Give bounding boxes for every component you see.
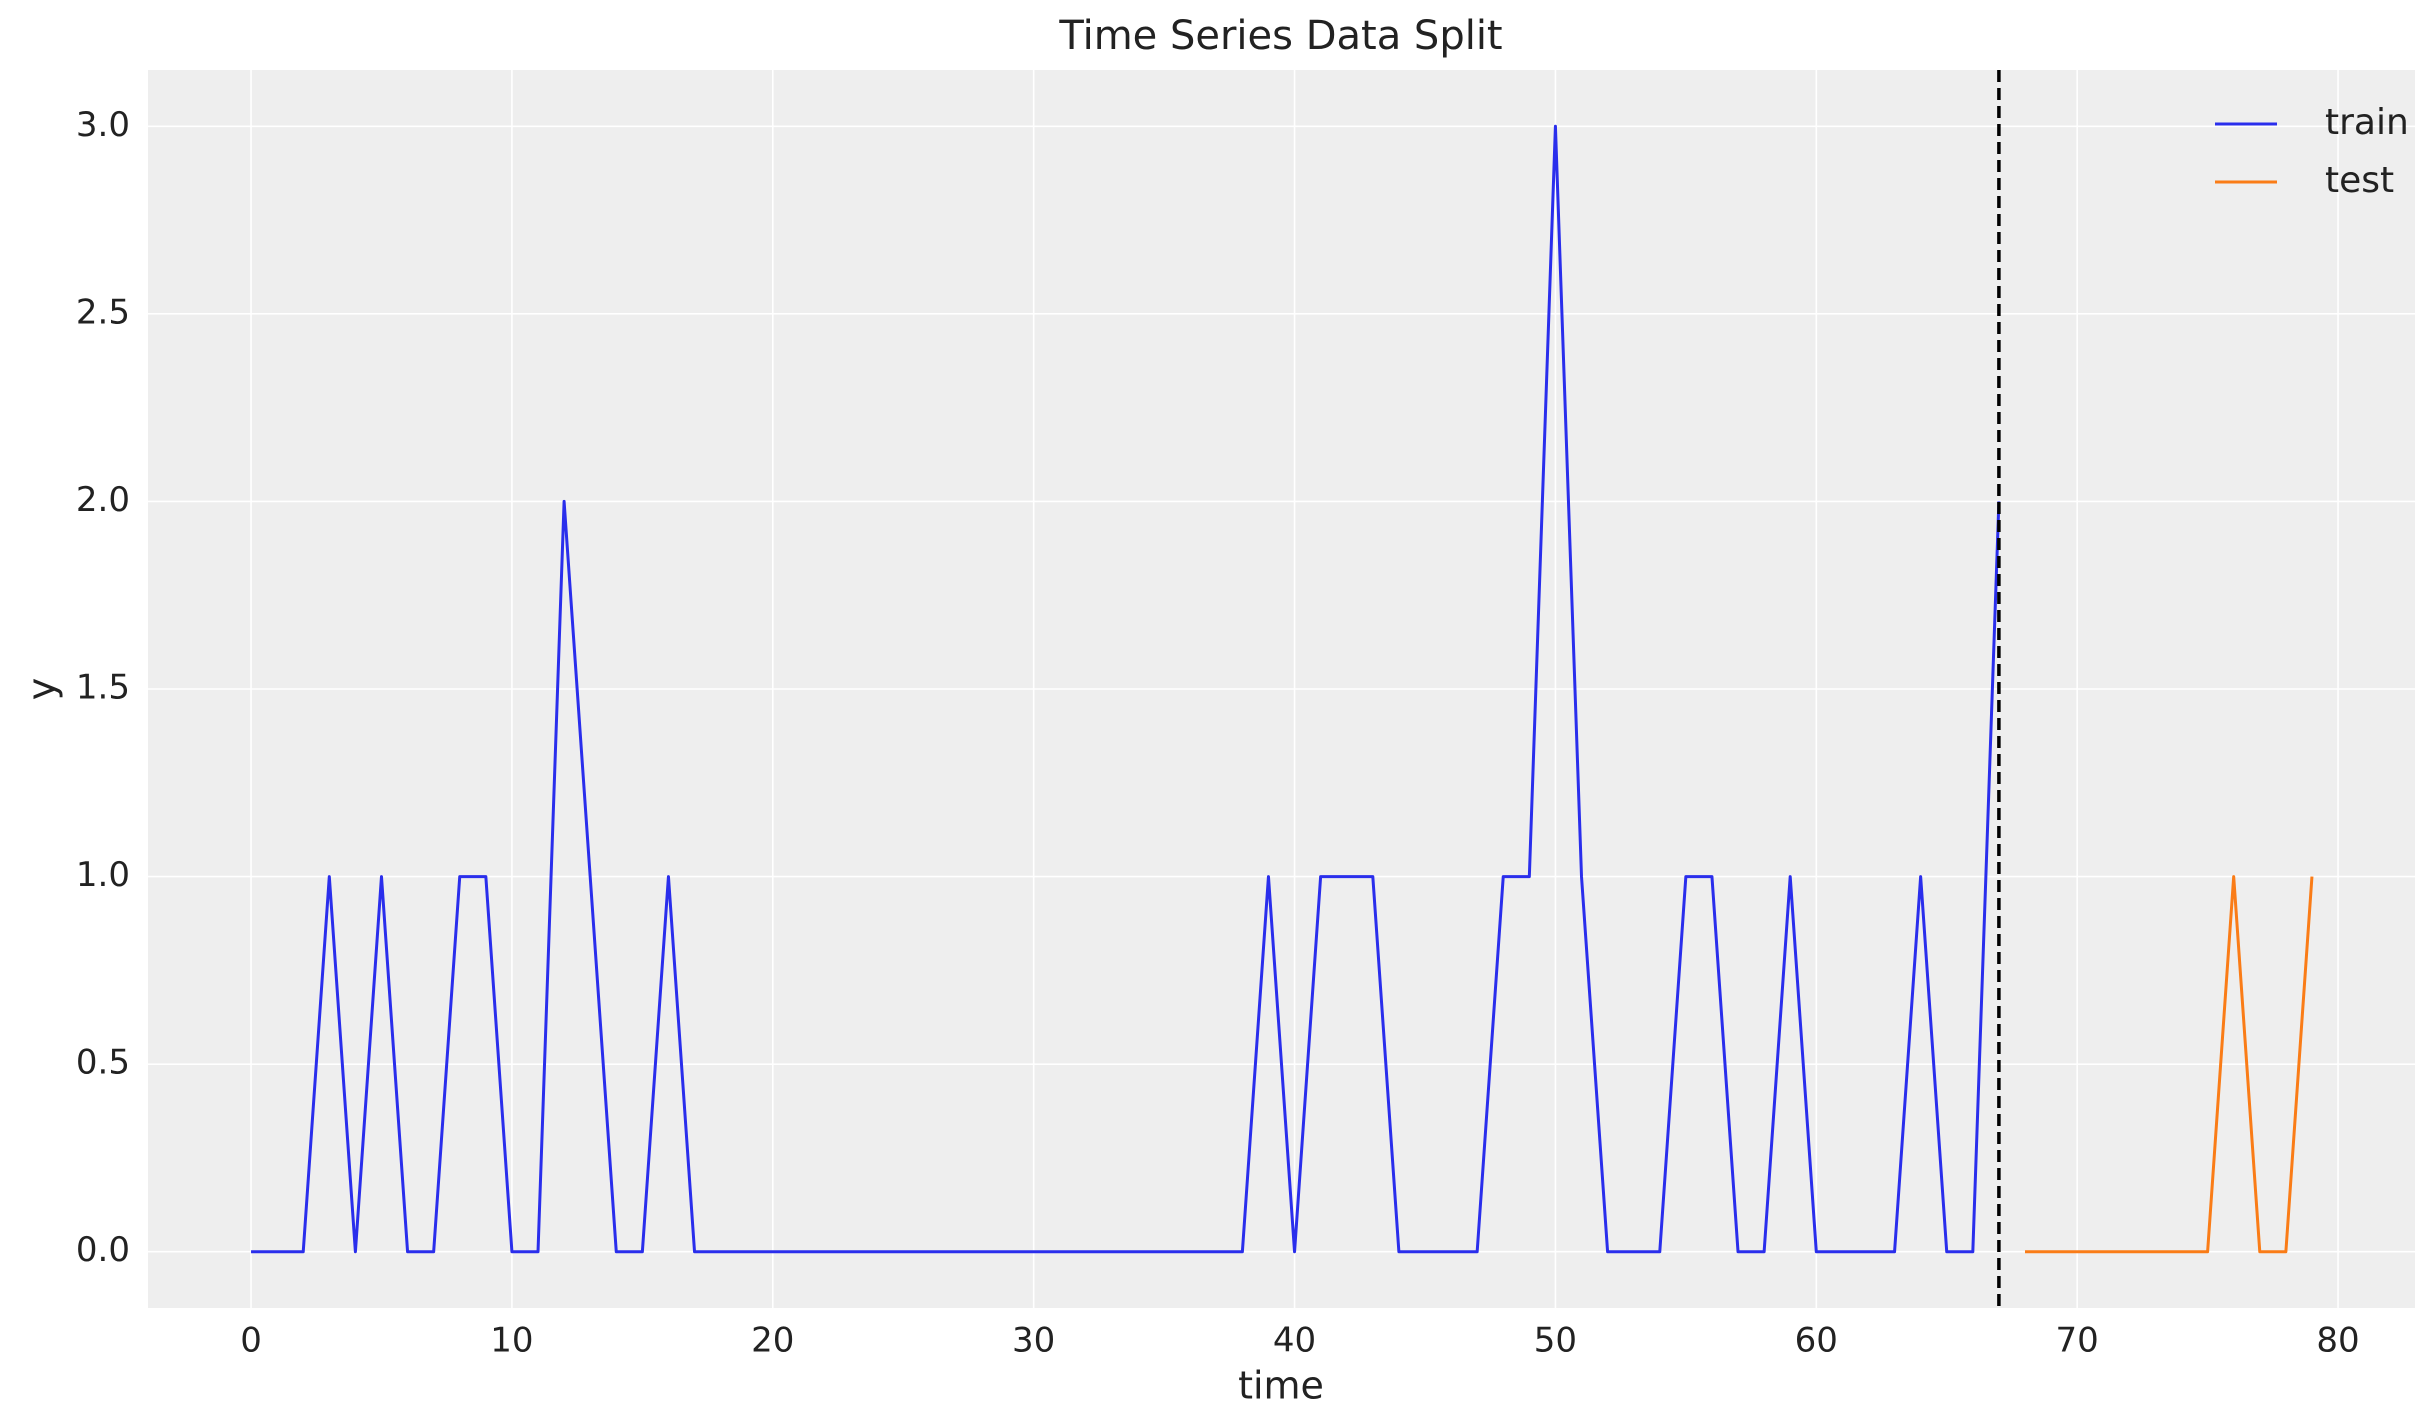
x-tick-label: 80 — [2316, 1321, 2359, 1361]
x-tick-label: 70 — [2056, 1321, 2099, 1361]
y-tick-label: 2.5 — [76, 292, 130, 332]
x-tick-label: 0 — [240, 1321, 262, 1361]
series-line — [2024, 875, 2314, 1254]
x-tick-label: 50 — [1534, 1321, 1577, 1361]
y-tick-label: 1.0 — [76, 855, 130, 895]
x-tick-label: 60 — [1795, 1321, 1838, 1361]
x-axis-label: time — [1238, 1364, 1324, 1408]
series-line — [251, 124, 2001, 1254]
legend-label: test — [2325, 160, 2394, 201]
x-tick-label: 10 — [490, 1321, 533, 1361]
y-tick-label: 0.5 — [76, 1043, 130, 1083]
chart-title: Time Series Data Split — [1058, 13, 1502, 59]
y-tick-label: 2.0 — [76, 480, 130, 520]
x-tick-label: 40 — [1273, 1321, 1316, 1361]
x-tick-label: 30 — [1012, 1321, 1055, 1361]
y-tick-label: 1.5 — [76, 668, 130, 708]
y-tick-label: 3.0 — [76, 105, 130, 145]
x-tick-label: 20 — [751, 1321, 794, 1361]
legend-label: train — [2325, 102, 2409, 143]
y-axis-label: y — [20, 678, 64, 701]
y-tick-label: 0.0 — [76, 1230, 130, 1270]
